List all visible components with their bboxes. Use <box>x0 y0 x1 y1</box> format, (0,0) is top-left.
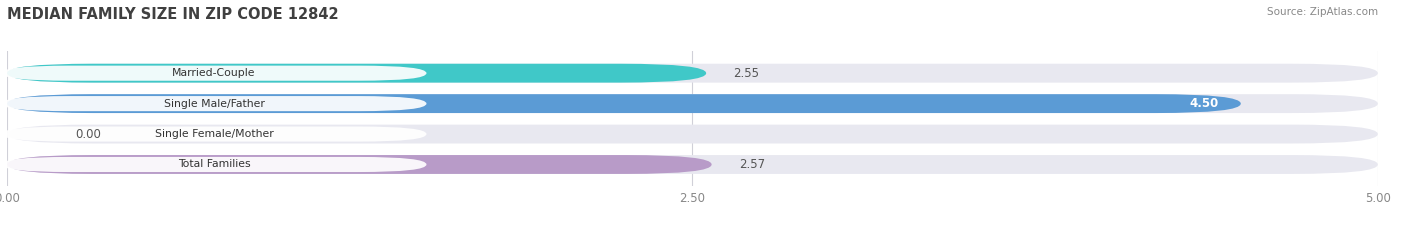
Text: 4.50: 4.50 <box>1189 97 1219 110</box>
Text: Single Male/Father: Single Male/Father <box>163 99 264 109</box>
FancyBboxPatch shape <box>1 66 426 81</box>
FancyBboxPatch shape <box>7 125 1378 144</box>
Text: Married-Couple: Married-Couple <box>173 68 256 78</box>
FancyBboxPatch shape <box>7 64 1378 83</box>
FancyBboxPatch shape <box>7 94 1241 113</box>
Text: 2.55: 2.55 <box>734 67 759 80</box>
Text: 2.57: 2.57 <box>740 158 765 171</box>
FancyBboxPatch shape <box>7 155 1378 174</box>
Text: Single Female/Mother: Single Female/Mother <box>155 129 273 139</box>
FancyBboxPatch shape <box>7 64 706 83</box>
FancyBboxPatch shape <box>7 155 711 174</box>
FancyBboxPatch shape <box>7 94 1378 113</box>
Text: MEDIAN FAMILY SIZE IN ZIP CODE 12842: MEDIAN FAMILY SIZE IN ZIP CODE 12842 <box>7 7 339 22</box>
Text: 0.00: 0.00 <box>76 127 101 140</box>
FancyBboxPatch shape <box>1 127 426 142</box>
FancyBboxPatch shape <box>1 157 426 172</box>
Text: Total Families: Total Families <box>177 159 250 169</box>
Text: Source: ZipAtlas.com: Source: ZipAtlas.com <box>1267 7 1378 17</box>
FancyBboxPatch shape <box>1 96 426 111</box>
